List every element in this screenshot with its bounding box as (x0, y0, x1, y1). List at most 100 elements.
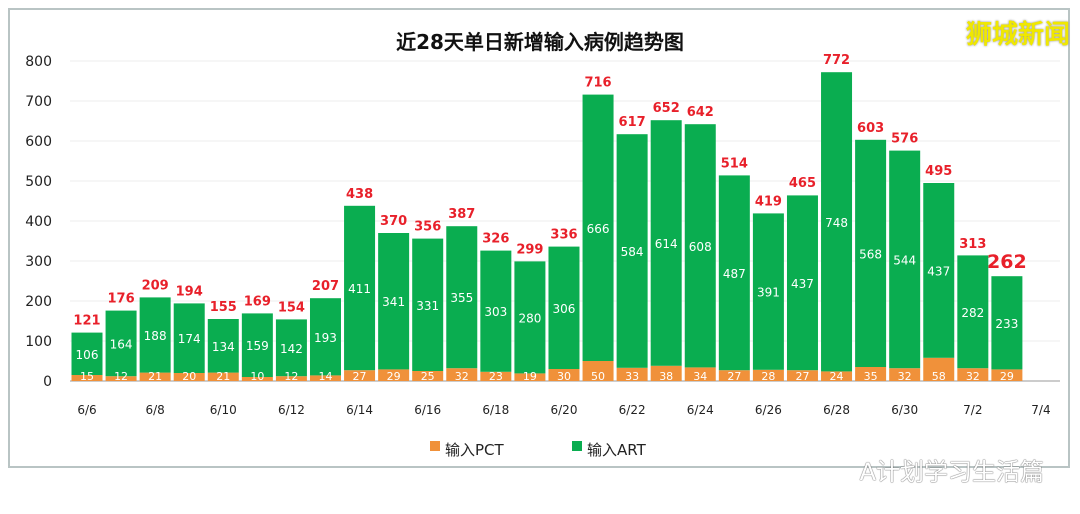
x-tick-label: 7/2 (963, 403, 982, 417)
pct-data-label: 32 (898, 370, 912, 383)
bar-pct (786, 370, 818, 381)
pct-data-label: 20 (182, 370, 196, 383)
bar-art (548, 246, 580, 369)
bar-pct (105, 376, 137, 381)
art-data-label: 391 (757, 286, 780, 300)
art-data-label: 233 (995, 317, 1018, 331)
bar-art (650, 120, 682, 366)
total-data-label: 438 (346, 187, 373, 202)
pct-data-label: 21 (148, 370, 162, 383)
bar-pct (241, 377, 273, 381)
total-data-label: 299 (516, 242, 543, 257)
bar-art (105, 310, 137, 377)
bar-art (582, 94, 614, 361)
bar-art (752, 213, 784, 370)
pct-data-label: 24 (830, 370, 844, 383)
bar-pct (207, 372, 239, 381)
art-data-label: 584 (621, 245, 644, 259)
bar-pct (275, 376, 307, 381)
bar-art (71, 332, 103, 375)
y-tick-label: 200 (25, 294, 52, 310)
total-data-label: 336 (550, 228, 577, 243)
pct-data-label: 25 (421, 370, 435, 383)
x-tick-label: 6/20 (551, 403, 578, 417)
art-data-label: 568 (859, 247, 882, 261)
art-data-label: 142 (280, 342, 303, 356)
art-data-label: 544 (893, 253, 916, 267)
art-data-label: 437 (927, 264, 950, 278)
bar-pct (446, 368, 478, 381)
pct-data-label: 38 (659, 370, 673, 383)
total-data-label: 356 (414, 220, 441, 235)
art-data-label: 174 (178, 332, 201, 346)
bar-pct (650, 365, 682, 381)
bar-art (821, 72, 853, 372)
pct-data-label: 27 (353, 370, 367, 383)
x-tick-label: 6/26 (755, 403, 782, 417)
bar-pct (71, 375, 103, 381)
art-data-label: 614 (655, 237, 678, 251)
pct-data-label: 14 (318, 370, 332, 383)
x-tick-label: 6/30 (891, 403, 918, 417)
total-data-label: 209 (142, 278, 169, 293)
total-data-label: 121 (73, 314, 100, 329)
bar-pct (378, 369, 410, 381)
art-data-label: 341 (382, 295, 405, 309)
bar-art (275, 319, 307, 377)
pct-data-label: 30 (557, 370, 571, 383)
y-tick-label: 100 (25, 334, 52, 350)
total-data-label: 652 (653, 101, 680, 116)
pct-data-label: 29 (1000, 370, 1014, 383)
total-data-label: 387 (448, 207, 475, 222)
bar-pct (684, 367, 716, 381)
bar-pct (991, 369, 1023, 381)
x-tick-label: 7/4 (1031, 403, 1050, 417)
total-data-label: 176 (107, 292, 134, 307)
art-data-label: 666 (587, 222, 610, 236)
x-tick-label: 6/12 (278, 403, 305, 417)
bar-pct (718, 370, 750, 381)
bar-art (684, 124, 716, 368)
total-data-label: 262 (987, 251, 1027, 273)
pct-data-label: 34 (693, 370, 707, 383)
bar-pct (821, 371, 853, 381)
pct-data-label: 15 (80, 370, 94, 383)
total-data-label: 169 (244, 294, 271, 309)
bar-art (616, 134, 648, 368)
pct-data-label: 28 (761, 370, 775, 383)
bar-pct (344, 370, 376, 381)
y-tick-label: 500 (25, 174, 52, 190)
pct-data-label: 50 (591, 370, 605, 383)
art-data-label: 748 (825, 216, 848, 230)
art-data-label: 331 (416, 299, 439, 313)
bar-art (241, 313, 273, 377)
bar-art (786, 195, 818, 371)
y-tick-label: 800 (25, 54, 52, 70)
y-tick-label: 400 (25, 214, 52, 230)
total-data-label: 514 (721, 156, 748, 171)
total-data-label: 465 (789, 176, 816, 191)
art-data-label: 411 (348, 282, 371, 296)
art-data-label: 306 (553, 302, 576, 316)
art-data-label: 282 (961, 306, 984, 320)
x-tick-label: 6/10 (210, 403, 237, 417)
total-data-label: 419 (755, 194, 782, 209)
x-tick-label: 6/18 (482, 403, 509, 417)
pct-data-label: 19 (523, 370, 537, 383)
pct-data-label: 21 (216, 370, 230, 383)
bar-pct (855, 367, 887, 381)
x-tick-label: 6/16 (414, 403, 441, 417)
total-data-label: 313 (959, 237, 986, 252)
account-watermark: A计划学习生活篇 (859, 458, 1044, 486)
total-data-label: 495 (925, 164, 952, 179)
art-data-label: 280 (518, 311, 541, 325)
bar-pct (957, 368, 989, 381)
bar-pct (139, 372, 171, 381)
art-data-label: 487 (723, 267, 746, 281)
legend-swatch (430, 441, 440, 451)
total-data-label: 772 (823, 53, 850, 68)
bar-pct (616, 367, 648, 381)
bar-pct (173, 373, 205, 381)
pct-data-label: 12 (114, 370, 128, 383)
